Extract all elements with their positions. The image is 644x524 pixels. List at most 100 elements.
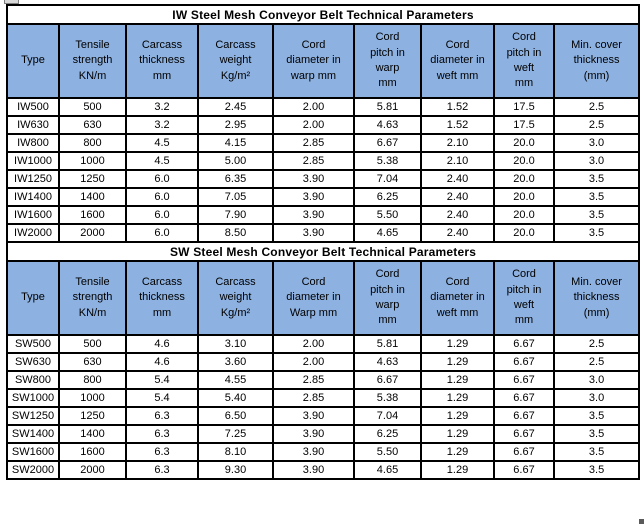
type-cell: SW2000: [6, 460, 60, 480]
value-cell: 5.40: [197, 388, 274, 408]
value-cell: 2.85: [272, 370, 355, 390]
value-cell: 800: [58, 133, 127, 153]
value-cell: 6.67: [493, 460, 555, 480]
value-cell: 4.63: [353, 352, 422, 372]
value-cell: 5.00: [197, 151, 274, 171]
value-cell: 5.38: [353, 388, 422, 408]
value-cell: 3.0: [552, 133, 641, 153]
value-cell: 1.29: [420, 370, 495, 390]
iw-table-title: IW Steel Mesh Conveyor Belt Technical Pa…: [5, 4, 641, 25]
value-cell: 630: [58, 115, 127, 135]
value-cell: 2.10: [420, 133, 495, 153]
value-cell: 2.00: [272, 334, 355, 354]
value-cell: 2.40: [420, 187, 495, 207]
type-cell: SW500: [6, 334, 60, 354]
value-cell: 4.55: [197, 370, 274, 390]
selection-handle-artifact: [639, 519, 644, 524]
column-header-cord-diameter-warp: Cord diameter in Warp mm: [272, 260, 355, 336]
table-row: IW630 630 3.2 2.95 2.00 4.63 1.52 17.5 2.5: [6, 115, 641, 135]
value-cell: 6.3: [125, 424, 199, 444]
value-cell: 1400: [58, 424, 127, 444]
value-cell: 17.5: [493, 115, 555, 135]
value-cell: 6.35: [197, 169, 274, 189]
value-cell: 2.95: [197, 115, 274, 135]
sw-table-title: SW Steel Mesh Conveyor Belt Technical Pa…: [5, 241, 641, 262]
table-row: SW630 630 4.6 3.60 2.00 4.63 1.29 6.67 2.5: [6, 352, 641, 372]
value-cell: 20.0: [493, 151, 555, 171]
value-cell: 7.90: [197, 205, 274, 225]
iw-title-row: IW Steel Mesh Conveyor Belt Technical Pa…: [5, 4, 641, 25]
value-cell: 6.67: [493, 388, 555, 408]
value-cell: 6.25: [353, 187, 422, 207]
value-cell: 6.67: [353, 370, 422, 390]
value-cell: 2.00: [272, 352, 355, 372]
value-cell: 4.6: [125, 334, 199, 354]
column-header-cord-pitch-weft: Cord pitch in weft mm: [493, 260, 555, 336]
table-row: SW1250 1250 6.3 6.50 3.90 7.04 1.29 6.67 3.5: [6, 406, 641, 426]
value-cell: 2.10: [420, 151, 495, 171]
value-cell: 3.5: [552, 406, 641, 426]
value-cell: 3.2: [125, 115, 199, 135]
column-header-cord-pitch-warp: Cord pitch in warp mm: [353, 260, 422, 336]
type-cell: IW1600: [6, 205, 60, 225]
value-cell: 4.65: [353, 460, 422, 480]
column-header-min-cover-thickness: Min. cover thickness (mm): [552, 260, 641, 336]
table-row: SW500 500 4.6 3.10 2.00 5.81 1.29 6.67 2.5: [6, 334, 641, 354]
value-cell: 4.6: [125, 352, 199, 372]
value-cell: 2.40: [420, 205, 495, 225]
table-row: IW1250 1250 6.0 6.35 3.90 7.04 2.40 20.0 3.5: [6, 169, 641, 189]
sw-title-row: SW Steel Mesh Conveyor Belt Technical Pa…: [5, 241, 641, 262]
column-header-cord-pitch-weft: Cord pitch in weft mm: [493, 23, 555, 99]
value-cell: 6.67: [493, 424, 555, 444]
type-cell: IW1000: [6, 151, 60, 171]
value-cell: 1600: [58, 442, 127, 462]
value-cell: 5.4: [125, 388, 199, 408]
value-cell: 7.04: [353, 406, 422, 426]
column-header-tensile-strength: Tensile strength KN/m: [58, 23, 127, 99]
value-cell: 20.0: [493, 187, 555, 207]
column-header-cord-pitch-warp: Cord pitch in warp mm: [353, 23, 422, 99]
value-cell: 3.60: [197, 352, 274, 372]
value-cell: 3.5: [552, 460, 641, 480]
value-cell: 3.2: [125, 97, 199, 117]
sw-header-row: Type Tensile strength KN/m Carcass thick…: [6, 260, 641, 336]
table-row: IW2000 2000 6.0 8.50 3.90 4.65 2.40 20.0 3.5: [6, 223, 641, 243]
column-header-carcass-thickness: Carcass thickness mm: [125, 23, 199, 99]
table-row: IW1400 1400 6.0 7.05 3.90 6.25 2.40 20.0 3.5: [6, 187, 641, 207]
value-cell: 9.30: [197, 460, 274, 480]
value-cell: 2.40: [420, 223, 495, 243]
value-cell: 4.63: [353, 115, 422, 135]
type-cell: IW1400: [6, 187, 60, 207]
table-row: SW1600 1600 6.3 8.10 3.90 5.50 1.29 6.67 3.5: [6, 442, 641, 462]
value-cell: 2.5: [552, 115, 641, 135]
type-cell: IW2000: [6, 223, 60, 243]
type-cell: SW1000: [6, 388, 60, 408]
value-cell: 2.40: [420, 169, 495, 189]
value-cell: 3.5: [552, 187, 641, 207]
value-cell: 20.0: [493, 205, 555, 225]
value-cell: 5.81: [353, 97, 422, 117]
value-cell: 5.38: [353, 151, 422, 171]
value-cell: 500: [58, 334, 127, 354]
value-cell: 3.0: [552, 151, 641, 171]
type-cell: SW1250: [6, 406, 60, 426]
column-header-carcass-weight: Carcass weight Kg/m²: [197, 260, 274, 336]
value-cell: 2.85: [272, 388, 355, 408]
value-cell: 1.29: [420, 424, 495, 444]
value-cell: 3.5: [552, 424, 641, 444]
value-cell: 3.90: [272, 424, 355, 444]
type-cell: IW800: [6, 133, 60, 153]
value-cell: 6.3: [125, 442, 199, 462]
value-cell: 20.0: [493, 133, 555, 153]
value-cell: 1250: [58, 406, 127, 426]
value-cell: 3.5: [552, 169, 641, 189]
value-cell: 3.90: [272, 187, 355, 207]
value-cell: 1400: [58, 187, 127, 207]
iw-parameters-table: IW Steel Mesh Conveyor Belt Technical Pa…: [5, 4, 641, 243]
value-cell: 630: [58, 352, 127, 372]
value-cell: 7.25: [197, 424, 274, 444]
value-cell: 2.85: [272, 151, 355, 171]
cropped-ui-artifact: [4, 0, 19, 4]
value-cell: 3.90: [272, 460, 355, 480]
value-cell: 20.0: [493, 169, 555, 189]
